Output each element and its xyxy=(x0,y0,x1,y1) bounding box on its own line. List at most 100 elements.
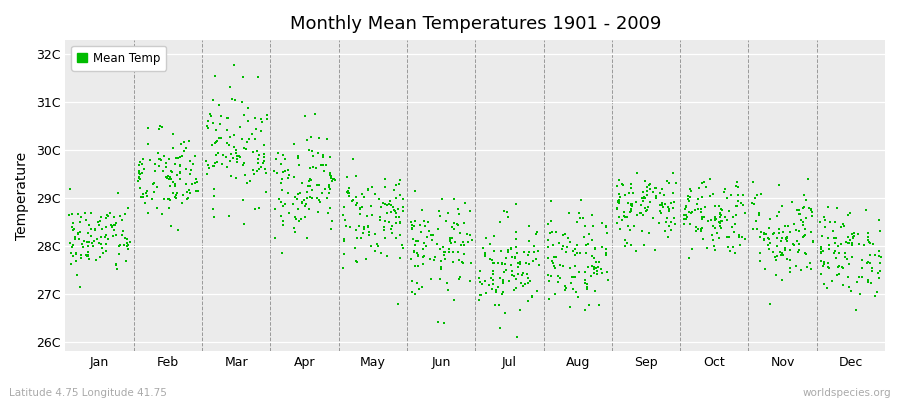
Point xyxy=(341,185,356,191)
Point xyxy=(831,243,845,249)
Point xyxy=(484,257,499,263)
Point xyxy=(225,96,239,102)
Point xyxy=(775,234,789,241)
Point xyxy=(814,271,828,277)
Point xyxy=(374,204,388,210)
Point xyxy=(598,250,613,256)
Point xyxy=(736,192,751,198)
Point xyxy=(714,212,728,218)
Point xyxy=(212,102,227,108)
Point xyxy=(254,115,268,122)
Point xyxy=(567,274,581,280)
Point xyxy=(754,229,769,236)
Point xyxy=(410,263,425,270)
Point xyxy=(640,206,654,213)
Point xyxy=(237,145,251,151)
Point xyxy=(235,98,249,105)
Point xyxy=(835,282,850,288)
Point xyxy=(869,289,884,295)
Point xyxy=(227,132,241,138)
Point xyxy=(814,232,829,239)
Point xyxy=(175,152,189,159)
Point xyxy=(733,242,747,248)
Point xyxy=(562,235,576,241)
Point xyxy=(508,244,523,250)
Point xyxy=(229,175,243,181)
Point xyxy=(750,192,764,198)
Point xyxy=(703,176,717,182)
Point xyxy=(348,258,363,264)
Point xyxy=(207,193,221,200)
Point xyxy=(479,234,493,241)
Point xyxy=(821,260,835,266)
Point xyxy=(173,162,187,168)
Point xyxy=(460,231,474,238)
Point xyxy=(448,238,463,245)
Point xyxy=(693,228,707,234)
Point xyxy=(559,249,573,255)
Point xyxy=(212,134,226,141)
Point xyxy=(816,260,831,267)
Point xyxy=(100,211,114,218)
Point xyxy=(504,246,518,252)
Point xyxy=(392,192,407,198)
Point xyxy=(568,262,582,269)
Point xyxy=(361,186,375,192)
Point xyxy=(827,235,842,241)
Point xyxy=(82,222,96,228)
Point xyxy=(292,190,307,196)
Point xyxy=(248,126,263,132)
Point xyxy=(617,192,632,198)
Point xyxy=(679,212,693,218)
Point xyxy=(489,286,503,293)
Point xyxy=(452,257,466,263)
Point xyxy=(120,235,134,242)
Point xyxy=(540,221,554,227)
Point xyxy=(389,181,403,188)
Point xyxy=(598,252,613,258)
Point xyxy=(776,229,790,236)
Point xyxy=(573,197,588,204)
Point xyxy=(291,155,305,161)
Point xyxy=(189,176,203,182)
Point xyxy=(758,266,772,272)
Point xyxy=(101,236,115,242)
Point xyxy=(624,208,638,215)
Point xyxy=(176,139,191,146)
Point xyxy=(275,203,290,210)
Point xyxy=(715,218,729,225)
Point xyxy=(522,249,536,256)
Point xyxy=(79,238,94,245)
Point xyxy=(497,269,511,276)
Point xyxy=(813,218,827,225)
Point xyxy=(805,212,819,219)
Point xyxy=(73,284,87,290)
Point xyxy=(611,198,625,204)
Point xyxy=(411,252,426,259)
Point xyxy=(396,244,410,251)
Point xyxy=(243,178,257,184)
Point xyxy=(805,208,819,215)
Point xyxy=(303,183,318,189)
Point xyxy=(846,230,860,236)
Point xyxy=(230,158,244,165)
Point xyxy=(645,188,660,195)
Point xyxy=(482,256,497,262)
Point xyxy=(518,281,533,288)
Point xyxy=(578,280,592,286)
Point xyxy=(64,250,78,256)
Point xyxy=(320,136,335,142)
Point xyxy=(802,204,816,211)
Point xyxy=(375,200,390,206)
Point xyxy=(495,276,509,283)
Point xyxy=(640,183,654,190)
Point xyxy=(288,194,302,201)
Point xyxy=(698,214,712,220)
Point xyxy=(634,228,649,234)
Point xyxy=(683,194,698,200)
Point xyxy=(558,230,572,237)
Point xyxy=(613,226,627,232)
Point xyxy=(666,204,680,211)
Point xyxy=(508,236,523,242)
Point xyxy=(643,198,657,205)
